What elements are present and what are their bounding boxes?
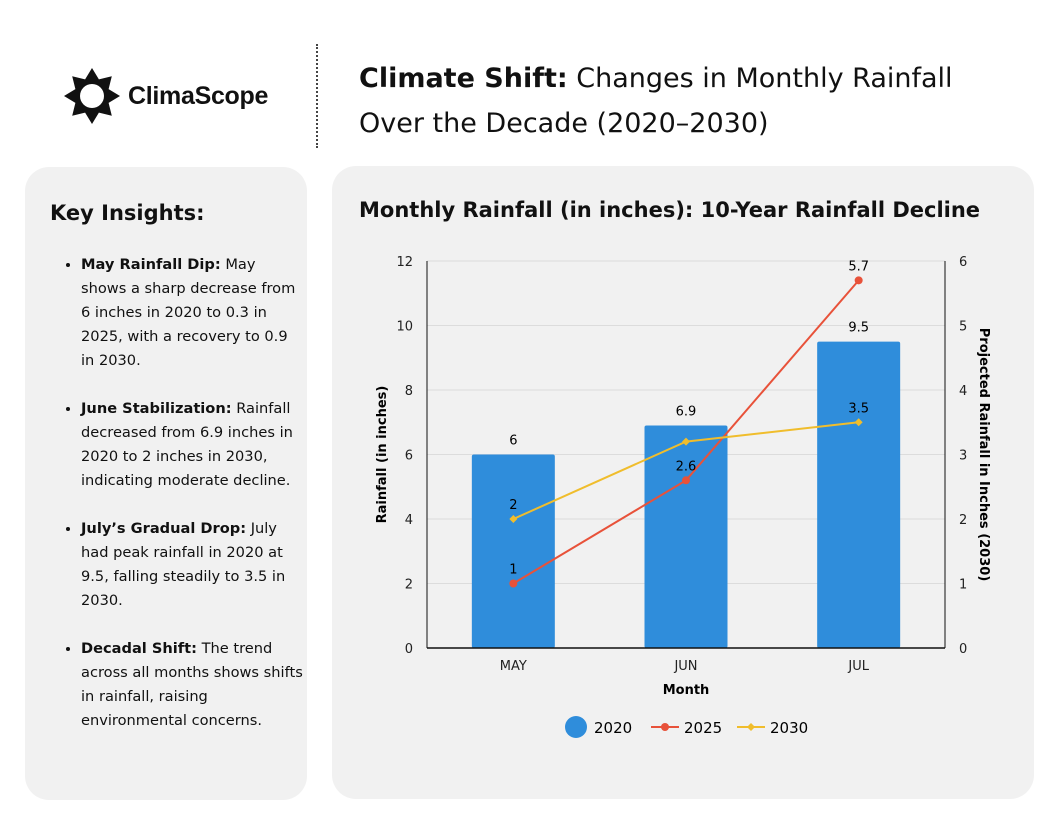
insight-title: June Stabilization: [81,400,232,417]
insight-text: The trend across all months shows shifts… [81,640,303,729]
insight-text: Rainfall decreased from 6.9 inches in 20… [81,400,293,489]
x-tick-label: MAY [500,659,527,674]
insight-text: July had peak rainfall in 2020 at 9.5, f… [81,520,286,609]
insights-list: May Rainfall Dip: May shows a sharp decr… [47,253,303,757]
x-tick-label: JUL [847,659,869,674]
insight-item: May Rainfall Dip: May shows a sharp decr… [81,253,303,373]
y-axis-title: Rainfall (in inches) [375,386,390,524]
title-rest: Changes in Monthly Rainfall Over the Dec… [359,63,953,139]
chart-title: Monthly Rainfall (in inches): 10-Year Ra… [359,198,981,222]
point-2025 [682,476,690,485]
y2-tick-label: 4 [959,384,967,399]
bar-2020 [644,425,728,648]
y-tick-label: 2 [405,578,413,593]
legend-marker-2020 [565,716,587,738]
legend-label: 2030 [770,719,808,737]
line-data-label: 3.5 [848,401,869,416]
insights-heading: Key Insights: [50,201,205,225]
sun-icon [64,68,120,124]
y-tick-label: 4 [405,513,413,528]
insight-item: Decadal Shift: The trend across all mont… [81,637,303,733]
y2-axis-title: Projected Rainfall in Inches (2030) [976,328,991,582]
line-data-label: 2.6 [676,459,697,474]
y2-tick-label: 2 [959,513,967,528]
line-data-label: 5.7 [848,259,869,274]
line-data-label: 2 [509,498,517,513]
brand-name: ClimaScope [128,81,269,110]
y-tick-label: 0 [405,642,413,657]
y2-tick-label: 6 [959,255,967,270]
page-title: Climate Shift: Changes in Monthly Rainfa… [359,56,1019,146]
point-2030 [682,437,690,446]
point-2030 [509,515,518,523]
point-2025 [509,579,518,588]
bar-data-label: 6.9 [676,404,697,419]
insight-title: May Rainfall Dip: [81,256,221,273]
insight-title: Decadal Shift: [81,640,197,657]
point-2030 [854,418,863,427]
bar-2020 [817,341,901,648]
header-divider [316,44,318,148]
y-tick-label: 10 [396,320,413,335]
brand-logo: ClimaScope [64,68,268,124]
x-tick-label: JUN [673,659,697,674]
bar-data-label: 6 [509,434,517,449]
y-tick-label: 12 [396,255,413,270]
line-data-label: 1 [509,563,517,578]
bar-data-label: 9.5 [848,321,869,336]
y2-tick-label: 1 [959,578,967,593]
legend-marker-2025 [661,723,669,731]
insight-item: July’s Gradual Drop: July had peak rainf… [81,517,303,613]
title-bold: Climate Shift: [359,63,568,94]
y-tick-label: 8 [405,384,413,399]
y-tick-label: 6 [405,449,413,464]
point-2025 [854,276,863,285]
y2-tick-label: 0 [959,642,967,657]
legend-label: 2020 [594,719,632,737]
x-axis-title: Month [663,683,710,698]
y2-tick-label: 5 [959,320,967,335]
insight-text: May shows a sharp decrease from 6 inches… [81,256,296,369]
insight-title: July’s Gradual Drop: [81,520,247,537]
bar-2020 [471,454,555,648]
legend-marker-2030 [747,723,755,731]
insight-item: June Stabilization: Rainfall decreased f… [81,397,303,493]
insights-panel: Key Insights: May Rainfall Dip: May show… [25,167,307,800]
legend-label: 2025 [684,719,722,737]
y2-tick-label: 3 [959,449,967,464]
